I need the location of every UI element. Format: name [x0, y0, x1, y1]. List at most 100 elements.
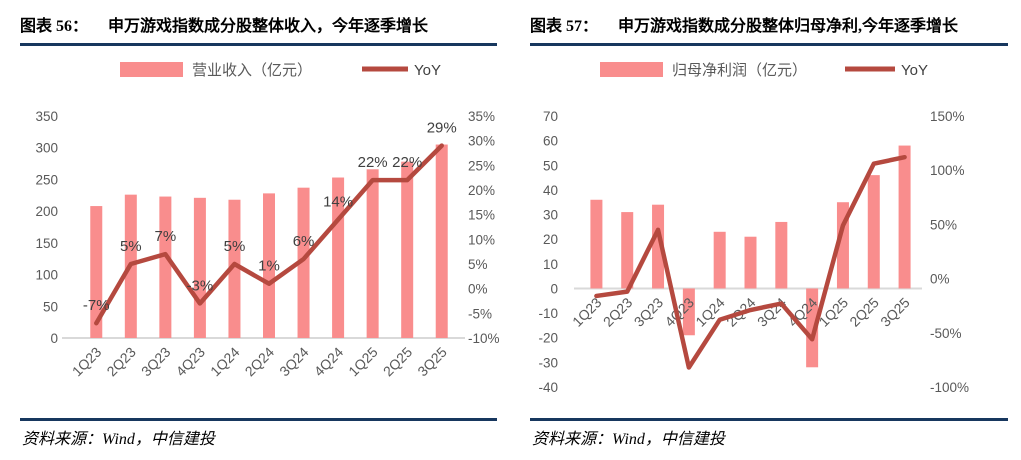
yoy-data-label: 22% — [358, 154, 388, 171]
legend-line-label: YoY — [901, 62, 928, 79]
bar-2Q23 — [621, 212, 634, 289]
left-axis-tick-label: 70 — [543, 109, 558, 124]
title-rule — [530, 43, 1008, 46]
right-axis-tick-label: -100% — [930, 380, 969, 395]
right-axis-tick-label: 20% — [468, 183, 495, 198]
yoy-data-label: 22% — [392, 154, 422, 171]
left-axis-tick-label: 200 — [35, 204, 58, 219]
right-axis-tick-label: 100% — [930, 163, 965, 178]
category-label: 2Q23 — [103, 344, 139, 380]
left-axis-tick-label: 30 — [543, 208, 558, 223]
right-axis-tick-label: 10% — [468, 232, 495, 247]
left-axis-tick-label: 50 — [543, 158, 558, 173]
left-axis-tick-label: 60 — [543, 134, 558, 149]
yoy-data-label: -7% — [83, 297, 110, 314]
right-axis-tick-label: 150% — [930, 109, 965, 124]
category-label: 2Q25 — [380, 344, 416, 380]
left-axis-tick-label: 40 — [543, 183, 558, 198]
left-axis-tick-label: -30 — [538, 355, 558, 370]
left-axis-tick-label: 10 — [543, 257, 558, 272]
legend-line-label: YoY — [414, 62, 441, 79]
bar-2Q24 — [263, 193, 275, 338]
bar-4Q23 — [682, 288, 695, 336]
legend-bar-swatch — [120, 62, 183, 77]
right-axis-tick-label: 0% — [930, 272, 950, 287]
net-profit-chart: -40 -30 -20 -10 0 10 20 30 40 50 60 70 -100% -50% 0% 50… — [538, 62, 969, 395]
category-label: 3Q24 — [754, 294, 790, 330]
bar-1Q23 — [590, 199, 603, 289]
category-label: 1Q23 — [569, 294, 605, 330]
category-label: 3Q23 — [138, 344, 174, 380]
left-axis-tick-label: 300 — [35, 141, 58, 156]
category-label: 1Q25 — [345, 344, 381, 380]
figure-57-title-row: 图表 57： 申万游戏指数成分股整体归母净利,今年逐季增长 — [530, 12, 1015, 36]
right-axis-tick-label: -10% — [468, 331, 500, 346]
category-label: 4Q23 — [172, 344, 208, 380]
bar-1Q25 — [366, 169, 379, 338]
legend-bar-label: 归母净利润（亿元） — [672, 62, 807, 79]
yoy-data-label: 5% — [224, 238, 246, 255]
yoy-data-label: 5% — [120, 238, 142, 255]
left-axis-tick-label: 0 — [550, 281, 558, 296]
figure-56-label: 图表 56： — [20, 18, 89, 35]
category-label: 1Q24 — [692, 294, 728, 330]
category-label: 2Q25 — [846, 294, 882, 330]
yoy-data-label: 6% — [293, 233, 315, 250]
legend-bar-label: 营业收入（亿元） — [192, 62, 312, 79]
right-axis-tick-label: 0% — [468, 282, 488, 297]
category-label: 3Q25 — [877, 294, 913, 330]
footer-rule — [20, 418, 497, 421]
legend-bar-swatch — [600, 62, 663, 77]
bar-2Q25 — [867, 175, 880, 289]
footer-rule — [530, 418, 1008, 421]
figure-56-panel: 图表 56： 申万游戏指数成分股整体收入，今年逐季增长 0 50 100 150 200 2… — [0, 0, 510, 460]
left-axis-tick-label: 50 — [43, 299, 58, 314]
bar-3Q23 — [652, 204, 665, 289]
yoy-line — [94, 143, 444, 326]
left-axis-tick-label: 250 — [35, 172, 58, 187]
left-axis-tick-label: -10 — [538, 306, 558, 321]
figure-57-label: 图表 57： — [530, 18, 599, 35]
left-axis-tick-label: 150 — [35, 236, 58, 251]
category-label: 2Q24 — [242, 344, 278, 380]
category-label: 2Q23 — [600, 294, 636, 330]
category-label: 3Q24 — [276, 344, 312, 380]
right-axis-tick-label: 15% — [468, 208, 495, 223]
bar-1Q24 — [228, 199, 241, 338]
revenue-chart: 0 50 100 150 200 250 300 350 -10% -5% 0% 5% 10% 15% 20… — [35, 62, 500, 380]
bar-1Q24 — [713, 231, 726, 289]
left-axis-tick-label: -20 — [538, 331, 558, 346]
left-axis-tick-label: 20 — [543, 232, 558, 247]
bar-4Q23 — [193, 197, 206, 338]
figure-57-title: 申万游戏指数成分股整体归母净利,今年逐季增长 — [618, 18, 959, 35]
yoy-data-label: -3% — [187, 277, 214, 294]
right-axis-tick-label: -50% — [930, 326, 962, 341]
category-label: 4Q24 — [311, 344, 347, 380]
right-axis-tick-label: 5% — [468, 257, 488, 272]
bar-3Q24 — [297, 187, 310, 338]
right-axis-tick-label: 35% — [468, 109, 495, 124]
yoy-line — [594, 154, 907, 370]
right-axis-tick-label: -5% — [468, 306, 492, 321]
bar-3Q25 — [435, 144, 448, 338]
category-label: 1Q23 — [69, 344, 105, 380]
left-axis-tick-label: 0 — [50, 331, 58, 346]
bar-4Q24 — [806, 288, 819, 368]
bar-2Q24 — [744, 236, 757, 289]
left-axis-tick-label: 350 — [35, 109, 58, 124]
source-note: 资料来源：Wind，中信建投 — [532, 431, 725, 448]
yoy-data-label: 29% — [427, 120, 457, 137]
title-rule — [20, 43, 497, 46]
left-axis-tick-label: -40 — [538, 380, 558, 395]
source-note: 资料来源：Wind，中信建投 — [22, 431, 215, 448]
right-axis-tick-label: 30% — [468, 134, 495, 149]
bar-2Q25 — [401, 161, 414, 338]
category-label: 3Q25 — [414, 344, 450, 380]
category-label: 3Q23 — [631, 294, 667, 330]
yoy-data-label: 7% — [155, 228, 177, 245]
yoy-data-label: 14% — [323, 194, 353, 211]
figure-56-title: 申万游戏指数成分股整体收入，今年逐季增长 — [108, 18, 429, 35]
bar-3Q25 — [898, 145, 911, 289]
right-axis-tick-label: 50% — [930, 217, 957, 232]
